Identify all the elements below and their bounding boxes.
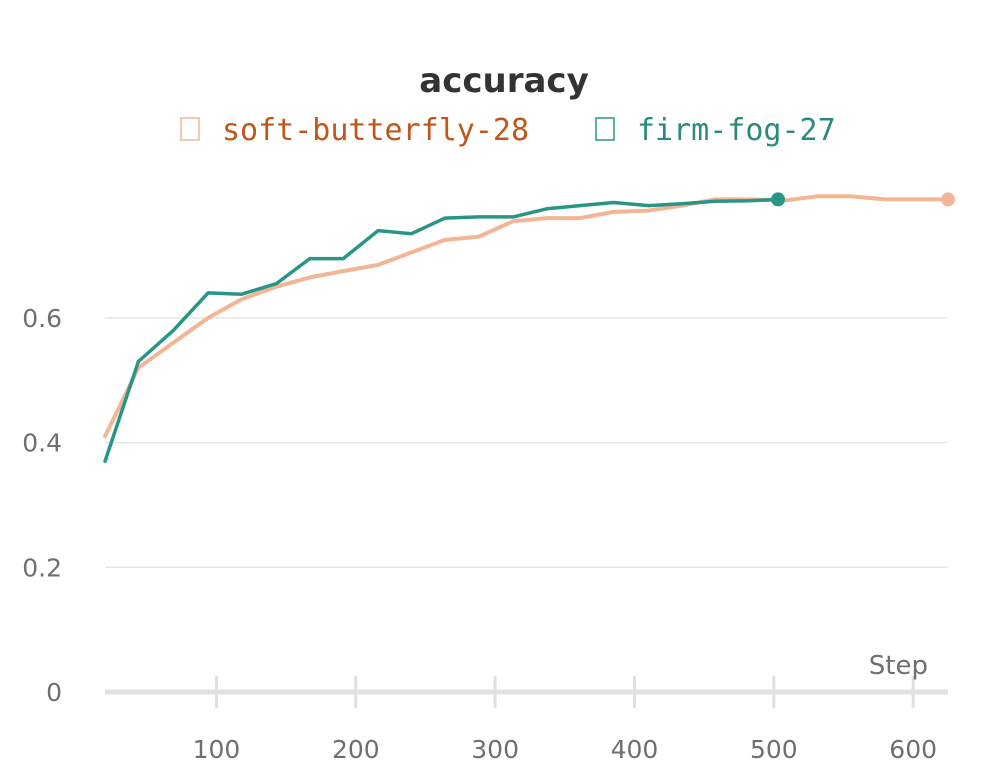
grid-lines	[105, 317, 948, 569]
legend-item-soft-butterfly-28[interactable]: soft-butterfly-28	[180, 113, 529, 148]
chart-title: accuracy	[419, 61, 589, 101]
x-tick-label: 200	[332, 735, 380, 764]
series-lines	[103, 192, 955, 464]
x-axis-label: Step	[869, 651, 928, 681]
legend-label-soft-butterfly-28: soft-butterfly-28	[222, 113, 529, 148]
x-tick-label: 400	[611, 735, 659, 764]
x-tick-label: 300	[471, 735, 519, 764]
y-tick-labels: 0 0.2 0.4 0.6	[22, 304, 62, 707]
series-line-soft-butterfly-28[interactable]	[103, 194, 950, 439]
legend: soft-butterfly-28 firm-fog-27	[180, 113, 836, 148]
y-tick-label: 0.2	[22, 553, 62, 582]
legend-item-firm-fog-27[interactable]: firm-fog-27	[595, 113, 836, 148]
square-outline-icon	[180, 117, 200, 141]
x-tick-label: 100	[193, 735, 241, 764]
x-tick-labels: 100 200 300 400 500 600	[193, 735, 937, 764]
x-tick-label: 500	[750, 735, 798, 764]
x-tick-label: 600	[889, 735, 937, 764]
y-tick-label: 0	[46, 678, 62, 707]
y-tick-label: 0.4	[22, 429, 62, 458]
series-line-firm-fog-27[interactable]	[103, 197, 780, 464]
x-axis	[105, 676, 948, 708]
y-tick-label: 0.6	[22, 304, 62, 333]
series-end-point-soft-butterfly-28[interactable]	[941, 192, 955, 207]
square-outline-icon	[595, 117, 615, 141]
legend-label-firm-fog-27: firm-fog-27	[637, 113, 836, 148]
series-end-point-firm-fog-27[interactable]	[771, 192, 786, 207]
